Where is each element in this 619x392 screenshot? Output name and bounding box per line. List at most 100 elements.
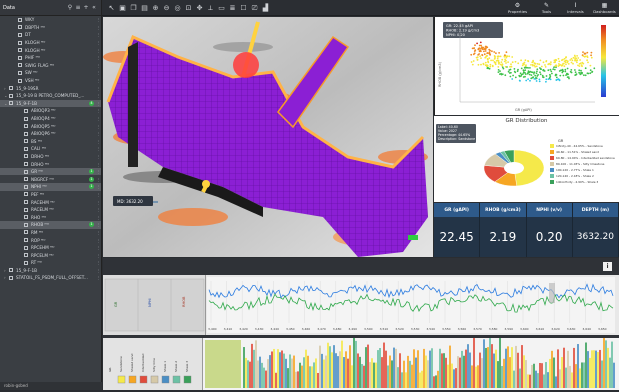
gr-pie-chart[interactable]: Label: 40-60 Value: 2027 Percentage: 44.… [434, 116, 619, 202]
tree-item[interactable]: PEF ᴹᴰ ⋮ [0, 191, 101, 199]
checkbox[interactable] [24, 260, 28, 265]
panel-button-intervals[interactable]: I Intervals [561, 0, 590, 16]
more-options-icon[interactable]: ⋮ [96, 161, 101, 167]
log-track[interactable]: 3,400 3,410 3,420 3,430 3,440 3,450 3,460 3,470… [207, 277, 615, 333]
tree-item[interactable]: KLOGH ᴹᴰ ⋮ [0, 39, 101, 47]
more-options-icon[interactable]: ⋮ [96, 24, 101, 30]
pie-slice[interactable] [513, 149, 545, 187]
facies-color-chip[interactable] [161, 375, 170, 384]
add-icon[interactable]: + [83, 4, 89, 11]
box-icon[interactable]: ☐ [240, 3, 247, 12]
more-options-icon[interactable]: ⋮ [96, 116, 101, 122]
well-marker[interactable] [233, 52, 259, 78]
facies-track[interactable] [203, 338, 619, 390]
chart-icon[interactable]: ▟ [262, 3, 269, 12]
tree-item[interactable]: DRHO ᴹᴰ ⋮ [0, 160, 101, 168]
expand-arrow-icon[interactable]: › [4, 275, 6, 281]
checkbox[interactable] [9, 268, 13, 273]
checkbox[interactable] [18, 17, 22, 22]
checkbox[interactable] [24, 116, 28, 121]
checkbox[interactable] [18, 25, 22, 30]
tree-item[interactable]: RM ᴹᴰ ⋮ [0, 229, 101, 237]
checkbox[interactable] [24, 162, 28, 167]
checkbox[interactable] [24, 222, 28, 227]
checkbox[interactable] [9, 93, 13, 98]
checkbox[interactable] [24, 108, 28, 113]
tree-item[interactable]: › 15_9-19SR ⋮ [0, 84, 101, 92]
checkbox[interactable] [24, 184, 28, 189]
tree-item[interactable]: › 15_9-F-1B ⋮ [0, 267, 101, 275]
checkbox[interactable] [24, 154, 28, 159]
filter-icon[interactable]: ⚲ [67, 4, 73, 11]
camera-icon[interactable]: ⎚ [251, 3, 258, 12]
more-options-icon[interactable]: ⋮ [96, 169, 101, 175]
more-options-icon[interactable]: ⋮ [96, 229, 101, 235]
more-options-icon[interactable]: ⋮ [96, 184, 101, 190]
zoom-box-icon[interactable]: ⊡ [185, 3, 192, 12]
zoom-in-icon[interactable]: ⊕ [152, 3, 159, 12]
tree-item[interactable]: RHO ᴹᴰ ⋮ [0, 213, 101, 221]
checkbox[interactable] [18, 32, 22, 37]
more-options-icon[interactable]: ⋮ [96, 93, 101, 99]
info-button[interactable]: i [603, 262, 612, 271]
checkbox[interactable] [18, 55, 22, 60]
more-options-icon[interactable]: ⋮ [96, 85, 101, 91]
tree-item[interactable]: WKY ⋮ [0, 16, 101, 24]
log-panel[interactable]: GR NPHI RHOB 3,400 3,410 3,420 3,430 3,440 3,… [103, 275, 619, 335]
more-options-icon[interactable]: ⋮ [96, 138, 101, 144]
more-options-icon[interactable]: ⋮ [96, 55, 101, 61]
tree-item[interactable]: ABIOQP6 ᴹᴰ ⋮ [0, 130, 101, 138]
list-icon[interactable]: ≡ [75, 4, 81, 11]
facies-color-chip[interactable] [139, 375, 148, 384]
tree-item[interactable]: BS ᴹᴰ ⋮ [0, 138, 101, 146]
tree-item[interactable]: ⌄ 15_9-19 B PETRO_COMPUTED_... ⋮ [0, 92, 101, 100]
checkbox[interactable] [24, 131, 28, 136]
checkbox[interactable] [24, 207, 28, 212]
expand-arrow-icon[interactable]: › [4, 267, 6, 273]
tree-item[interactable]: NPHI ᴹᴰ 1 ⋮ [0, 183, 101, 191]
tree-item[interactable]: PHIF ᴹᴰ ⋮ [0, 54, 101, 62]
more-options-icon[interactable]: ⋮ [96, 146, 101, 152]
tree-item[interactable]: ⌄ 15_9-F-1B 4 ⋮ [0, 99, 101, 108]
tree-item[interactable]: DRHO ᴹᴰ ⋮ [0, 153, 101, 161]
checkbox[interactable] [9, 86, 13, 91]
more-options-icon[interactable]: ⋮ [96, 47, 101, 53]
ruler-icon[interactable]: ▭ [218, 3, 225, 12]
checkbox[interactable] [9, 275, 13, 280]
zoom-out-icon[interactable]: ⊖ [163, 3, 170, 12]
facies-color-chip[interactable] [117, 375, 126, 384]
panel-button-dashboards[interactable]: ▦ Dashboards [590, 0, 619, 16]
more-options-icon[interactable]: ⋮ [96, 275, 101, 281]
tree-item[interactable]: NBGRCF ᴹᴰ 1 ⋮ [0, 175, 101, 183]
layers-icon[interactable]: ≣ [229, 3, 236, 12]
facies-color-chip[interactable] [150, 375, 159, 384]
zoom-fit-icon[interactable]: ◎ [174, 3, 181, 12]
more-options-icon[interactable]: ⋮ [96, 153, 101, 159]
expand-arrow-icon[interactable]: ⌄ [4, 93, 8, 99]
pan-icon[interactable]: ✥ [196, 3, 203, 12]
checkbox[interactable] [24, 124, 28, 129]
checkbox[interactable] [24, 230, 28, 235]
checkbox[interactable] [24, 139, 28, 144]
tree-item[interactable]: ABIOQP3 ᴹᴰ ⋮ [0, 107, 101, 115]
checkbox[interactable] [18, 70, 22, 75]
more-options-icon[interactable]: ⋮ [96, 260, 101, 266]
tree-item[interactable]: DBPTH ᴹᴰ ⋮ [0, 24, 101, 32]
collapse-icon[interactable]: « [92, 4, 96, 11]
more-options-icon[interactable]: ⋮ [96, 207, 101, 213]
tree-item[interactable]: › STATOIL_FS_PSDM_FULL_OFFSET... ⋮ [0, 274, 101, 282]
facies-panel[interactable]: GR Sandstone Shaled sand Interbedded Silty l… [103, 338, 619, 390]
log-curves[interactable]: 3,400 3,410 3,420 3,430 3,440 3,450 3,460 3,470… [207, 277, 615, 333]
expand-arrow-icon[interactable]: › [4, 85, 6, 91]
checkbox[interactable] [24, 192, 28, 197]
depth-cursor[interactable] [549, 283, 555, 303]
checkbox[interactable] [24, 146, 28, 151]
tree-item[interactable]: CALI ᴹᴰ ⋮ [0, 145, 101, 153]
tree-item[interactable]: ABIOQP5 ᴹᴰ ⋮ [0, 122, 101, 130]
panel-button-properties[interactable]: ⚙ Properties [503, 0, 532, 16]
more-options-icon[interactable]: ⋮ [96, 267, 101, 273]
tree-item[interactable]: KLOGH ᴹᴰ ⋮ [0, 46, 101, 54]
tree-item[interactable]: VSH ᴹᴰ ⋮ [0, 77, 101, 85]
more-options-icon[interactable]: ⋮ [96, 131, 101, 137]
copy-icon[interactable]: ❐ [130, 3, 137, 12]
